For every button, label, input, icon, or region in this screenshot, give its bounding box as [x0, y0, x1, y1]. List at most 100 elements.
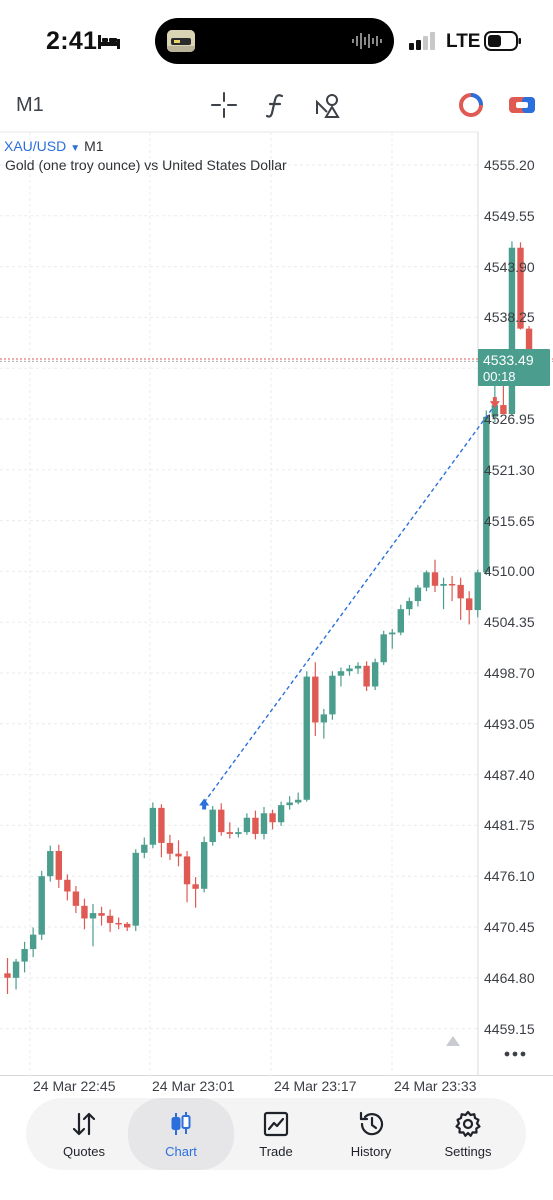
candle-body[interactable]: [38, 876, 45, 935]
sell-arrow-stem: [492, 397, 497, 402]
sell-arrow-icon[interactable]: [489, 401, 500, 409]
candle-body[interactable]: [218, 809, 225, 833]
signal-icon: [409, 32, 435, 50]
candle-body[interactable]: [235, 832, 242, 834]
candle-body[interactable]: [98, 913, 105, 916]
candle-body[interactable]: [517, 247, 524, 329]
chart-symbol-line[interactable]: XAU/USD ▼ M1: [4, 138, 104, 154]
candle-body[interactable]: [329, 675, 336, 715]
candle-body[interactable]: [252, 817, 259, 834]
candle-body[interactable]: [12, 961, 20, 978]
candle-body[interactable]: [414, 587, 422, 602]
current-price: 4533.49: [483, 352, 534, 368]
candle-body[interactable]: [183, 856, 191, 885]
candle-body[interactable]: [457, 584, 464, 599]
candle-body[interactable]: [115, 922, 122, 925]
nav-settings[interactable]: Settings: [420, 1098, 516, 1170]
candle-body[interactable]: [346, 668, 353, 672]
candle-body[interactable]: [303, 676, 310, 800]
candle-body[interactable]: [448, 583, 456, 586]
chart-toolbar: M1: [0, 82, 553, 128]
one-click-trading-icon[interactable]: [456, 90, 486, 120]
candle-body[interactable]: [491, 405, 499, 417]
candle-body[interactable]: [337, 671, 345, 676]
candle-body[interactable]: [440, 583, 447, 586]
candle-body[interactable]: [29, 934, 37, 950]
price-axis-label: 4481.75: [484, 817, 535, 834]
candle-body[interactable]: [81, 905, 88, 919]
candle-body[interactable]: [200, 842, 208, 889]
candle-body[interactable]: [354, 665, 362, 669]
indicators-icon[interactable]: [261, 90, 291, 120]
time-axis-label: 24 Mar 23:17: [274, 1078, 357, 1094]
candle-body[interactable]: [466, 598, 473, 611]
price-axis-label: 4543.90: [484, 258, 535, 275]
crosshair-icon[interactable]: [209, 90, 239, 120]
candle-body[interactable]: [64, 879, 71, 892]
candle-body[interactable]: [4, 973, 11, 978]
candle-body[interactable]: [423, 572, 430, 588]
nav-trade[interactable]: Trade: [228, 1098, 324, 1170]
candle-body[interactable]: [295, 799, 302, 803]
candle-body[interactable]: [483, 416, 490, 573]
trade-history-line[interactable]: [203, 404, 496, 803]
buy-arrow-stem: [202, 805, 207, 810]
candle-body[interactable]: [141, 844, 148, 853]
symbol-dropdown-icon[interactable]: ▼: [70, 143, 81, 154]
nav-chart[interactable]: Chart: [128, 1098, 234, 1170]
candle-body[interactable]: [243, 817, 251, 833]
nav-history[interactable]: History: [323, 1098, 419, 1170]
candlestick-chart[interactable]: [0, 0, 553, 1076]
chart-canvas[interactable]: [0, 0, 553, 1076]
candle-body[interactable]: [132, 852, 139, 926]
candle-body[interactable]: [474, 572, 481, 611]
candle-body[interactable]: [389, 632, 396, 635]
candle-body[interactable]: [525, 328, 533, 361]
candle-body[interactable]: [166, 842, 174, 854]
candle-body[interactable]: [89, 913, 97, 919]
symbol-name[interactable]: XAU/USD: [4, 138, 67, 154]
quotes-icon: [72, 1112, 96, 1136]
candle-body[interactable]: [380, 634, 387, 663]
candle-body[interactable]: [397, 609, 404, 633]
candle-body[interactable]: [269, 813, 276, 823]
more-options-icon[interactable]: [503, 1046, 527, 1062]
price-axis-label: 4464.80: [484, 969, 535, 986]
price-axis-label: 4493.05: [484, 715, 535, 732]
candle-body[interactable]: [320, 714, 328, 723]
scroll-to-end-icon[interactable]: [446, 1036, 460, 1046]
time-axis-label: 24 Mar 23:33: [394, 1078, 477, 1094]
candle-body[interactable]: [47, 851, 54, 877]
candle-body[interactable]: [106, 915, 114, 923]
candle-body[interactable]: [209, 809, 216, 843]
timeframe-selector[interactable]: M1: [16, 94, 44, 116]
candle-body[interactable]: [175, 853, 182, 857]
now-playing-icon[interactable]: [167, 30, 195, 52]
candle-body[interactable]: [260, 813, 268, 834]
audio-waveform-icon: [352, 33, 382, 49]
candle-body[interactable]: [500, 405, 507, 415]
nav-quotes-label: Quotes: [63, 1144, 105, 1159]
candle-body[interactable]: [158, 807, 165, 843]
candle-body[interactable]: [124, 923, 131, 928]
candle-body[interactable]: [312, 676, 319, 723]
price-axis-label: 4515.65: [484, 512, 535, 529]
objects-icon[interactable]: [313, 90, 343, 120]
account-icon[interactable]: [507, 90, 537, 120]
candle-body[interactable]: [21, 949, 28, 962]
candle-body[interactable]: [192, 884, 199, 889]
buy-arrow-icon[interactable]: [199, 798, 210, 806]
price-axis-label: 4470.45: [484, 919, 535, 935]
candle-body[interactable]: [277, 805, 285, 823]
candle-body[interactable]: [226, 832, 233, 834]
nav-quotes[interactable]: Quotes: [36, 1098, 132, 1170]
candle-body[interactable]: [286, 802, 293, 806]
candle-body[interactable]: [72, 891, 80, 906]
candle-body[interactable]: [406, 601, 413, 610]
candle-body[interactable]: [508, 247, 516, 415]
candle-body[interactable]: [55, 851, 62, 880]
candle-body[interactable]: [431, 572, 439, 586]
candle-body[interactable]: [363, 665, 370, 687]
candle-body[interactable]: [371, 662, 379, 687]
candle-body[interactable]: [149, 807, 157, 845]
